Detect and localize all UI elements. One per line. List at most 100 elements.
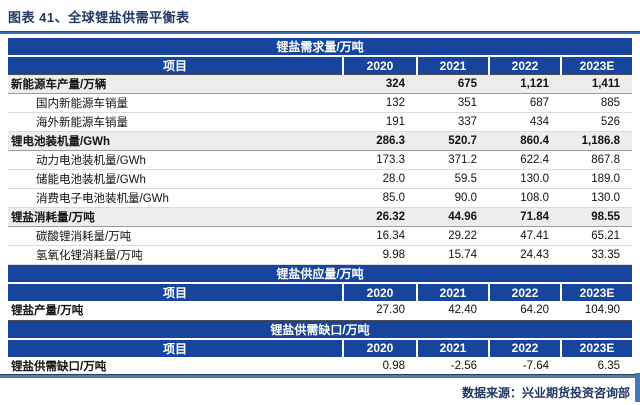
row-value: 434 <box>489 112 561 132</box>
table-body: 锂盐需求量/万吨 项目 2020 2021 2022 2023E 新能源车产量/万辆 324 6… <box>8 38 632 376</box>
row-label: 海外新能源车销量 <box>8 112 343 132</box>
row-value: 337 <box>417 112 489 132</box>
row-value: 0.98 <box>343 356 417 376</box>
row-value: -2.56 <box>417 356 489 376</box>
column-header-year: 2021 <box>416 282 489 301</box>
column-header-year: 2022 <box>488 55 561 75</box>
row-value: 885 <box>561 93 632 113</box>
row-value: 27.30 <box>343 301 417 321</box>
column-header-item: 项目 <box>8 337 343 357</box>
title-divider-rule <box>0 31 640 34</box>
row-label: 锂盐消耗量/万吨 <box>8 207 343 227</box>
column-header-year: 2020 <box>342 337 417 357</box>
row-label: 消费电子电池装机量/GWh <box>8 188 343 208</box>
row-value: 64.20 <box>489 301 561 321</box>
table-row: 动力电池装机量/GWh 173.3 371.2 622.4 867.8 <box>8 150 632 170</box>
row-value: 622.4 <box>489 150 561 170</box>
row-value: 65.21 <box>561 226 632 246</box>
row-value: 90.0 <box>417 188 489 208</box>
column-header-year: 2022 <box>488 337 561 357</box>
row-value: 860.4 <box>489 131 561 151</box>
row-value: 104.90 <box>561 301 632 321</box>
row-label: 碳酸锂消耗量/万吨 <box>8 226 343 246</box>
row-label: 氢氧化锂消耗量/万吨 <box>8 245 343 265</box>
row-value: 1,121 <box>489 74 561 94</box>
row-value: 687 <box>489 93 561 113</box>
table-row: 消费电子电池装机量/GWh 85.0 90.0 108.0 130.0 <box>8 188 632 208</box>
row-label: 新能源车产量/万辆 <box>8 74 343 94</box>
row-value: 6.35 <box>561 356 632 376</box>
column-header-row: 项目 2020 2021 2022 2023E <box>8 55 632 75</box>
table-row: 储能电池装机量/GWh 28.0 59.5 130.0 189.0 <box>8 169 632 189</box>
table-bottom-rule <box>0 374 640 378</box>
row-label: 锂盐供需缺口/万吨 <box>8 356 343 376</box>
section-band-label: 锂盐供需缺口/万吨 <box>8 320 632 339</box>
row-value: 132 <box>343 93 417 113</box>
row-value: 33.35 <box>561 245 632 265</box>
row-value: 371.2 <box>417 150 489 170</box>
page-edge-accent-bar <box>635 373 640 402</box>
row-value: 16.34 <box>343 226 417 246</box>
row-value: 286.3 <box>343 131 417 151</box>
section-band-label: 锂盐供应量/万吨 <box>8 264 632 283</box>
table-row: 碳酸锂消耗量/万吨 16.34 29.22 47.41 65.21 <box>8 226 632 246</box>
row-value: 15.74 <box>417 245 489 265</box>
row-value: 29.22 <box>417 226 489 246</box>
row-value: 1,186.8 <box>561 131 632 151</box>
row-value: 108.0 <box>489 188 561 208</box>
row-value: 867.8 <box>561 150 632 170</box>
row-value: 9.98 <box>343 245 417 265</box>
section-band-row: 锂盐供应量/万吨 <box>8 264 632 283</box>
column-header-year: 2023E <box>560 282 632 301</box>
column-header-year: 2020 <box>342 55 417 75</box>
section-band-row: 锂盐供需缺口/万吨 <box>8 320 632 339</box>
data-source-label: 数据来源：兴业期货投资咨询部 <box>461 386 630 400</box>
row-value: 28.0 <box>343 169 417 189</box>
column-header-item: 项目 <box>8 55 343 75</box>
row-value: 130.0 <box>489 169 561 189</box>
column-header-year: 2023E <box>560 55 632 75</box>
row-value: 85.0 <box>343 188 417 208</box>
table-row: 锂盐产量/万吨 27.30 42.40 64.20 104.90 <box>8 301 632 321</box>
row-label: 锂电池装机量/GWh <box>8 131 343 151</box>
row-value: 59.5 <box>417 169 489 189</box>
section-band-row: 锂盐需求量/万吨 <box>8 38 632 56</box>
section-band-label: 锂盐需求量/万吨 <box>8 38 632 56</box>
column-header-item: 项目 <box>8 282 343 301</box>
table-row: 锂电池装机量/GWh 286.3 520.7 860.4 1,186.8 <box>8 131 632 151</box>
figure-caption: 图表 41、全球锂盐供需平衡表 <box>8 10 190 25</box>
row-label: 锂盐产量/万吨 <box>8 301 343 321</box>
row-value: 71.84 <box>489 207 561 227</box>
row-value: 98.55 <box>561 207 632 227</box>
row-value: 324 <box>343 74 417 94</box>
table-row: 国内新能源车销量 132 351 687 885 <box>8 93 632 113</box>
table-row: 锂盐消耗量/万吨 26.32 44.96 71.84 98.55 <box>8 207 632 227</box>
table-row: 海外新能源车销量 191 337 434 526 <box>8 112 632 132</box>
row-value: 189.0 <box>561 169 632 189</box>
row-value: 173.3 <box>343 150 417 170</box>
column-header-year: 2022 <box>488 282 561 301</box>
row-value: 24.43 <box>489 245 561 265</box>
table-row: 新能源车产量/万辆 324 675 1,121 1,411 <box>8 74 632 94</box>
column-header-year: 2023E <box>560 337 632 357</box>
row-value: 26.32 <box>343 207 417 227</box>
lithium-balance-table: 锂盐需求量/万吨 项目 2020 2021 2022 2023E 新能源车产量/万辆 324 6… <box>8 38 632 376</box>
column-header-year: 2020 <box>342 282 417 301</box>
table-row: 锂盐供需缺口/万吨 0.98 -2.56 -7.64 6.35 <box>8 356 632 376</box>
row-value: 1,411 <box>561 74 632 94</box>
column-header-row: 项目 2020 2021 2022 2023E <box>8 337 632 357</box>
row-label: 动力电池装机量/GWh <box>8 150 343 170</box>
row-value: 520.7 <box>417 131 489 151</box>
column-header-row: 项目 2020 2021 2022 2023E <box>8 282 632 301</box>
row-value: 42.40 <box>417 301 489 321</box>
row-value: 44.96 <box>417 207 489 227</box>
row-label: 储能电池装机量/GWh <box>8 169 343 189</box>
column-header-year: 2021 <box>416 337 489 357</box>
row-value: 351 <box>417 93 489 113</box>
row-value: 47.41 <box>489 226 561 246</box>
row-value: 526 <box>561 112 632 132</box>
row-value: 130.0 <box>561 188 632 208</box>
row-value: -7.64 <box>489 356 561 376</box>
table-row: 氢氧化锂消耗量/万吨 9.98 15.74 24.43 33.35 <box>8 245 632 265</box>
